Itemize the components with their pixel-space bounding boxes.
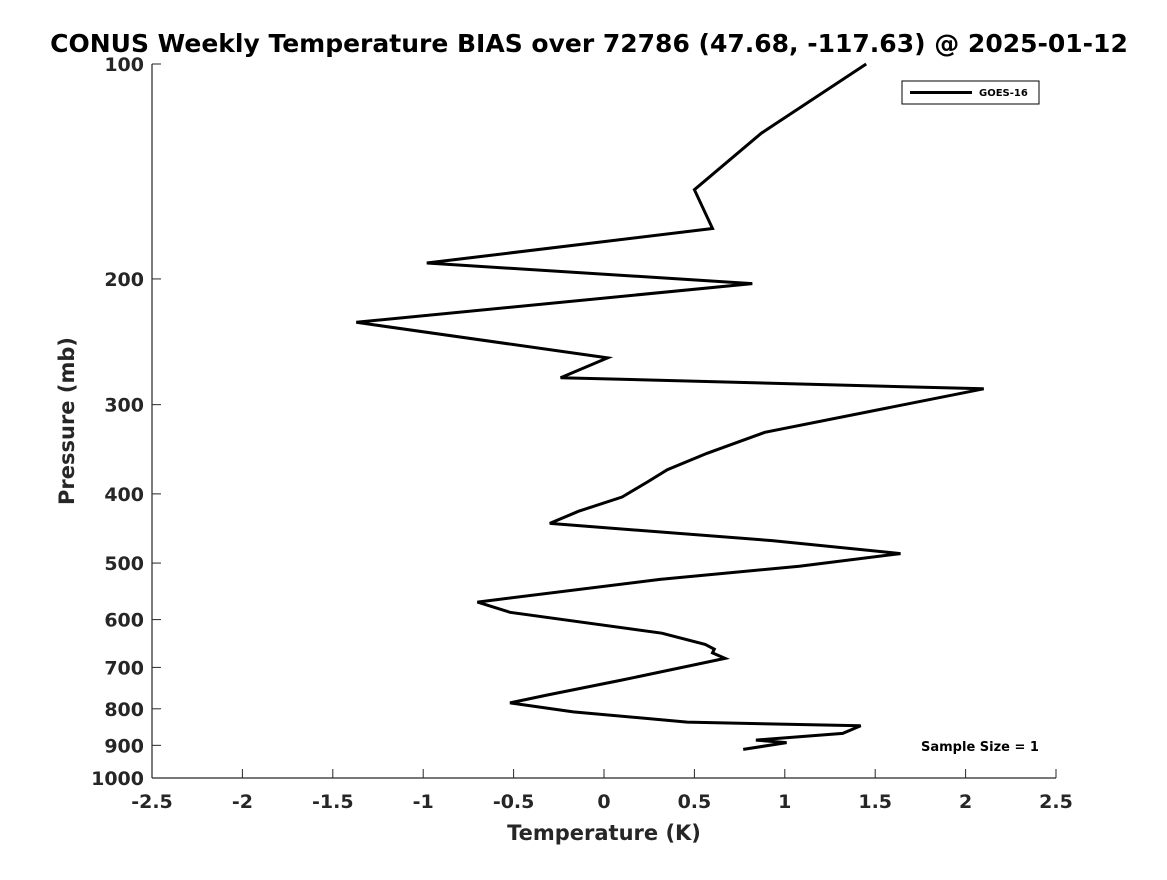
y-tick-label: 700 xyxy=(104,657,144,679)
y-tick-label: 900 xyxy=(104,735,144,757)
x-tick-label: 2.5 xyxy=(1039,791,1073,813)
y-axis-label: Pressure (mb) xyxy=(55,337,79,505)
x-axis-label: Temperature (K) xyxy=(507,821,701,845)
x-tick-label: -2 xyxy=(232,791,253,813)
chart-title: CONUS Weekly Temperature BIAS over 72786… xyxy=(50,29,1128,58)
x-tick-label: 2 xyxy=(959,791,972,813)
y-axis-ticks: 100 200 300 400 500 600 700 800 900 1000 xyxy=(91,54,161,790)
x-axis-ticks: -2.5 -2 -1.5 -1 -0.5 0 0.5 1 1.5 2 2.5 xyxy=(131,769,1073,813)
series-layer xyxy=(356,62,984,751)
x-tick-label: -1.5 xyxy=(312,791,354,813)
legend-label: GOES-16 xyxy=(979,88,1028,99)
series-line xyxy=(356,62,984,751)
x-tick-label: 1 xyxy=(778,791,791,813)
x-tick-label: 0.5 xyxy=(678,791,712,813)
x-tick-label: -1 xyxy=(413,791,434,813)
legend: GOES-16 xyxy=(901,80,1040,105)
y-tick-label: 500 xyxy=(104,553,144,575)
y-tick-label: 200 xyxy=(104,269,144,291)
y-tick-label: 600 xyxy=(104,610,144,632)
y-tick-label: 100 xyxy=(104,54,144,76)
x-tick-label: 1.5 xyxy=(858,791,892,813)
x-tick-label: -0.5 xyxy=(493,791,535,813)
y-tick-label: 800 xyxy=(104,699,144,721)
sample-size-annotation: Sample Size = 1 xyxy=(921,740,1039,755)
y-tick-label: 400 xyxy=(104,484,144,506)
y-tick-label: 1000 xyxy=(91,768,144,790)
x-tick-label: -2.5 xyxy=(131,791,173,813)
y-tick-label: 300 xyxy=(104,395,144,417)
x-tick-label: 0 xyxy=(597,791,610,813)
axes xyxy=(151,64,1056,779)
